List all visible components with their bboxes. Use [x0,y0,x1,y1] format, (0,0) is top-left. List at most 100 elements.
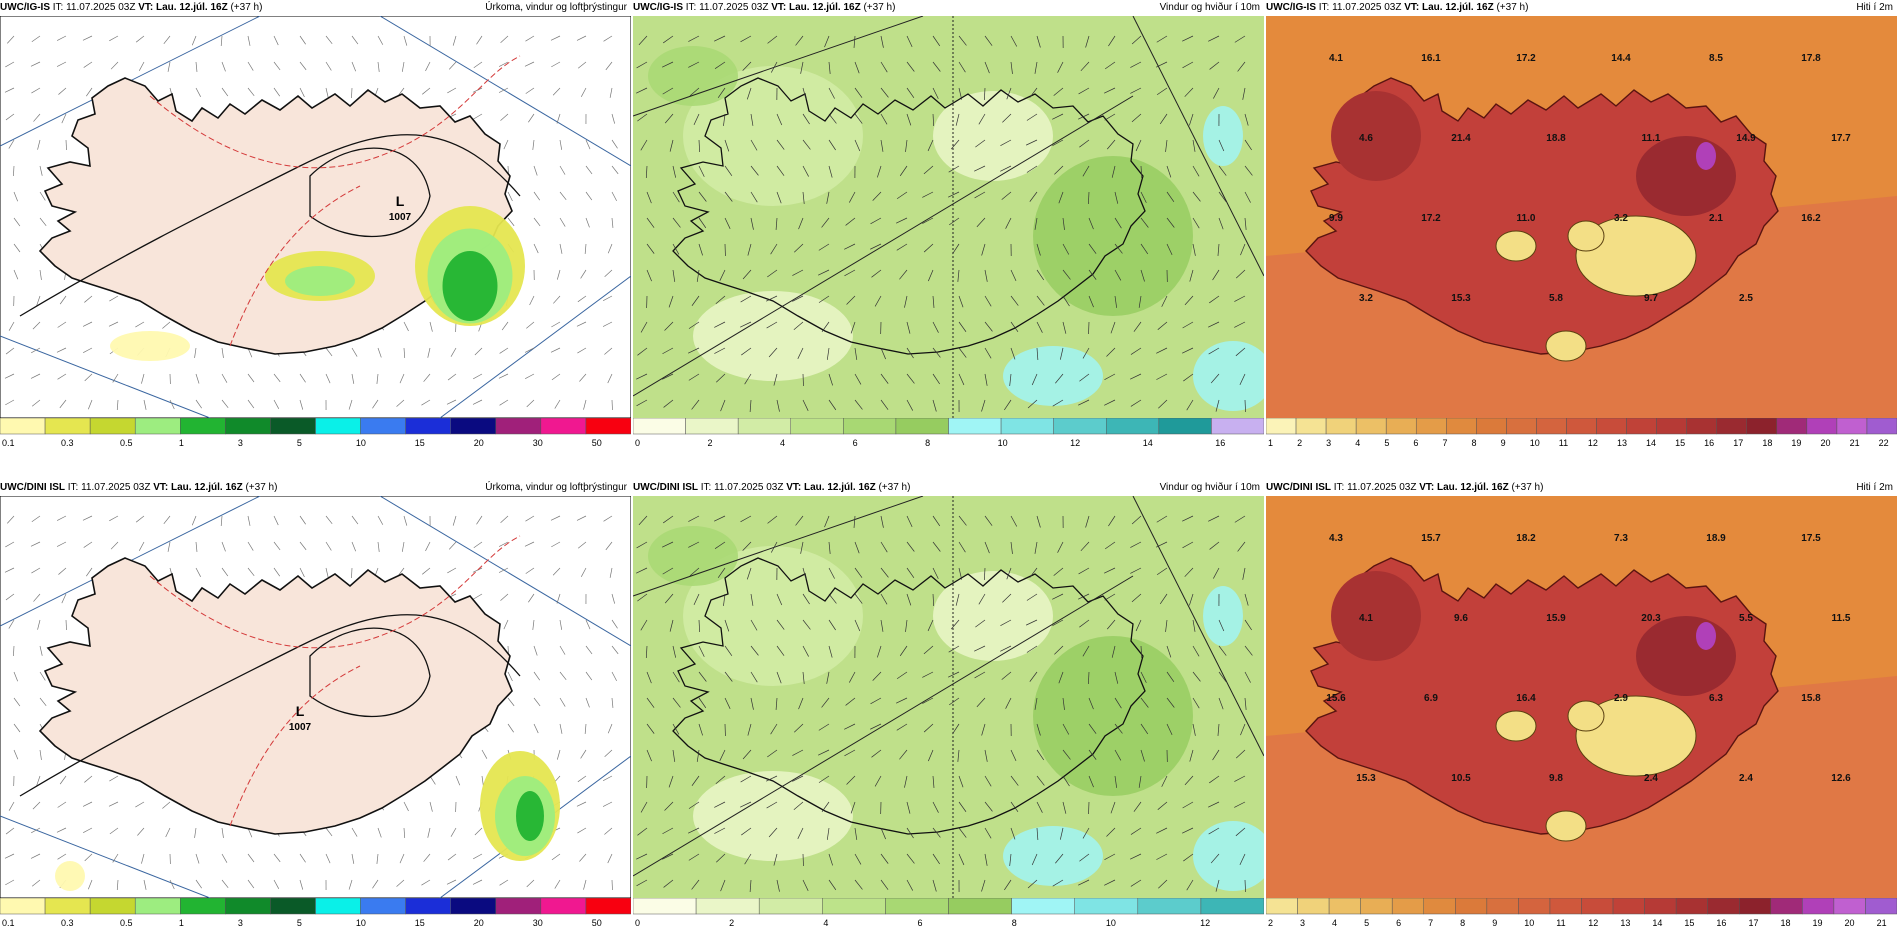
wind-arrow [507,671,513,682]
low-pressure-value: 1007 [389,212,412,223]
wind-arrow [1104,541,1116,550]
wind-arrow [399,853,405,864]
wind-arrow [1053,87,1064,96]
wind-arrow [57,853,67,860]
wind-arrow [39,645,43,656]
wind-arrow [585,619,591,630]
colorbar-tick-label: 18 [1780,918,1790,928]
wind-arrow [299,399,304,410]
wind-arrow [5,879,15,886]
wind-arrow [1110,801,1116,814]
wind-arrow [932,321,939,333]
wind-arrow [698,243,703,256]
wind-arrow [1234,321,1246,328]
wind-arrow [448,61,457,70]
colorbar-tick-label: 8 [1012,918,1017,928]
wind-arrow [1004,399,1012,411]
wind-arrow [1114,217,1122,229]
wind-arrow [507,723,514,733]
temp-label: 11.0 [1517,213,1536,224]
wind-arrow [853,515,856,528]
temp-label: 9.9 [1329,213,1343,224]
wind-arrow [585,217,590,228]
wind-arrow [1131,515,1142,525]
wind-arrow [1082,645,1090,657]
wind-arrow [1131,113,1142,123]
wind-arrow [698,645,705,657]
wind-arrow [421,879,431,886]
colorbar-tick-label: 16 [1704,438,1714,448]
wind-arrow [854,61,860,74]
wind-arrow [507,217,515,227]
glacier-cold-area [1545,330,1587,362]
wind-arrow [1034,61,1038,74]
wind-arrow [169,399,175,410]
colorbar: 2 3 4 5 6 7 8 9 10 11 12 13 14 15 16 17 18 19 20 21 [1266,898,1897,932]
wind-arrow [247,541,254,551]
wind-arrow [351,567,353,579]
wind-arrow [874,775,882,787]
colorbar-swatch [1476,418,1507,435]
wind-arrow [818,749,830,756]
wind-arrow [854,567,863,578]
wind-arrow [1215,879,1220,892]
wind-arrow [746,567,752,580]
temp-label: 15.3 [1356,773,1376,784]
wind-area [693,291,853,381]
wind-arrow [880,399,889,410]
colorbar-tick-label: 2 [729,918,734,928]
wind-arrow [1031,373,1038,386]
colorbar-tick-label: 22 [1879,438,1889,448]
wind-arrow [83,61,93,68]
wind-arrow [1062,749,1071,760]
wind-arrow [1002,113,1012,123]
wind-arrow [576,35,587,41]
glacier-cold-area [1567,220,1605,252]
wind-arrow [717,567,726,579]
wind-arrow [795,35,804,46]
wind-arrow [524,541,535,547]
wind-arrow [826,347,830,360]
wind-arrow [906,35,913,48]
wind-arrow [87,399,93,410]
wind-arrow [524,61,535,67]
temp-label: 15.9 [1546,613,1566,624]
wind-arrow [776,399,780,412]
wind-arrow [1088,749,1097,760]
wind-arrow [932,87,939,99]
wind-arrow [1210,853,1220,864]
panel-header: UWC/IG-IS IT: 11.07.2025 03Z VT: Lau. 12… [633,0,1264,16]
wind-arrow [1114,697,1122,709]
colorbar-swatch [737,418,791,435]
wind-arrow [824,515,830,528]
wind-arrow [1026,139,1038,146]
wind-arrow [82,35,93,41]
wind-arrow [351,541,357,552]
wind-arrow [108,321,119,327]
wind-arrow [1133,801,1142,812]
colorbar-swatch [315,418,361,435]
wind-arrow [775,217,778,230]
wind-arrow [1114,723,1123,734]
wind-arrow [740,775,752,783]
colorbar-swatch [405,898,451,915]
wind-arrow [110,541,119,550]
wind-arrow [662,853,674,860]
wind-arrow [904,775,908,788]
colorbar-swatch [540,418,587,435]
wind-arrow [31,515,41,523]
wind-arrow [1059,827,1064,840]
wind-arrow [1027,399,1038,409]
wind-arrow [498,567,509,573]
wind-arrow [455,775,461,786]
wind-arrow [325,87,329,98]
wind-arrow [854,827,858,840]
wind-arrow [1156,347,1168,354]
wind-arrow [4,567,15,573]
colorbar-swatch [225,898,271,915]
wind-arrow [1192,619,1196,632]
panel-title: Hiti í 2m [1856,482,1893,493]
wind-arrow [691,295,700,306]
temp-label: 18.8 [1546,133,1566,144]
wind-arrow [31,399,41,407]
